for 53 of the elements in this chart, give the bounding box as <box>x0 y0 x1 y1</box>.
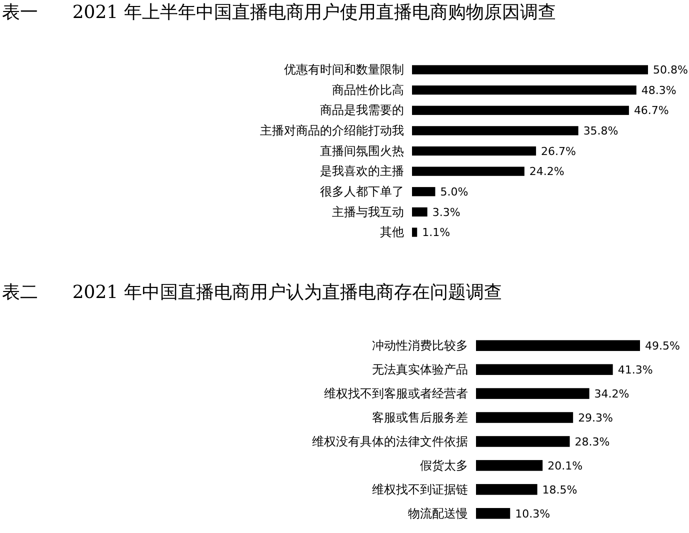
y-tick-label: 维权找不到证据链 <box>372 482 468 496</box>
data-label: 26.7% <box>541 144 576 158</box>
bar <box>476 484 538 495</box>
bar <box>412 166 524 176</box>
y-tick-label: 物流配送慢 <box>408 506 468 520</box>
y-tick-label: 维权找不到客服或者经营者 <box>324 386 468 400</box>
data-label: 41.3% <box>618 363 653 376</box>
chart-title: 表一 2021 年上半年中国直播电商用户使用直播电商购物原因调查 <box>2 2 556 23</box>
bar <box>476 364 613 375</box>
bar <box>412 85 636 95</box>
data-label: 10.3% <box>515 507 550 520</box>
data-label: 29.3% <box>578 411 614 424</box>
y-tick-label: 其他 <box>380 225 404 240</box>
y-tick-label: 优惠有时间和数量限制 <box>284 62 404 77</box>
bar <box>412 187 436 196</box>
data-label: 46.7% <box>634 104 669 118</box>
bar <box>476 340 640 351</box>
data-label: 34.2% <box>594 387 630 400</box>
y-tick-label: 直播间氛围火热 <box>320 144 404 158</box>
y-tick-label: 商品是我需要的 <box>320 103 404 118</box>
y-tick-label: 无法真实体验产品 <box>372 362 468 376</box>
data-label: 35.8% <box>583 124 618 138</box>
text: 表二 2021 年中国直播电商用户认为直播电商存在问题调查 <box>2 282 502 303</box>
bar <box>476 412 574 423</box>
bar <box>412 65 648 74</box>
y-tick-label: 是我喜欢的主播 <box>320 164 404 178</box>
data-label: 20.1% <box>548 459 583 472</box>
data-label: 28.3% <box>574 435 610 448</box>
y-tick-label: 冲动性消费比较多 <box>372 338 468 352</box>
data-label: 49.5% <box>645 339 680 352</box>
bar <box>412 228 418 237</box>
y-tick-label: 商品性价比高 <box>332 82 404 97</box>
data-label: 48.3% <box>641 84 676 97</box>
data-label: 5.0% <box>440 185 468 198</box>
y-tick-label: 客服或售后服务差 <box>372 410 468 424</box>
data-label: 3.3% <box>432 206 460 219</box>
y-tick-label: 主播对商品的介绍能打动我 <box>260 124 404 138</box>
y-tick-label: 维权没有具体的法律文件依据 <box>312 434 468 448</box>
y-tick-label: 假货太多 <box>420 458 468 472</box>
bar <box>412 207 428 217</box>
data-label: 50.8% <box>653 64 688 77</box>
bar <box>412 146 536 156</box>
bar <box>476 436 570 447</box>
data-label: 24.2% <box>529 165 564 178</box>
bar <box>476 508 510 519</box>
bar <box>412 106 629 115</box>
data-label: 18.5% <box>542 483 578 496</box>
bar <box>476 460 543 471</box>
bar <box>476 388 590 399</box>
bar <box>412 126 578 136</box>
data-label: 1.1% <box>422 226 450 240</box>
y-tick-label: 很多人都下单了 <box>320 184 404 198</box>
y-tick-label: 主播与我互动 <box>332 204 404 219</box>
